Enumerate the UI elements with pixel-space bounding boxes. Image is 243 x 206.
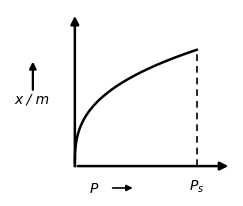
Text: P: P (89, 181, 98, 195)
Text: $P_s$: $P_s$ (189, 178, 204, 194)
Text: x / m: x / m (14, 92, 49, 106)
